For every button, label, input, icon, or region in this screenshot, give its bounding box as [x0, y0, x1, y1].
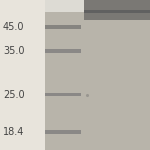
- Bar: [84, 0, 150, 12]
- Bar: [45, 130, 81, 134]
- Text: 45.0: 45.0: [3, 22, 24, 32]
- Bar: [45, 49, 81, 53]
- Bar: [84, 11, 150, 13]
- Text: 18.4: 18.4: [3, 127, 24, 137]
- Bar: [45, 25, 81, 29]
- Text: 35.0: 35.0: [3, 46, 24, 56]
- Bar: [45, 0, 150, 12]
- Bar: [45, 0, 150, 150]
- Text: 25.0: 25.0: [3, 90, 25, 99]
- Bar: [84, 11, 150, 20]
- Bar: [45, 93, 81, 96]
